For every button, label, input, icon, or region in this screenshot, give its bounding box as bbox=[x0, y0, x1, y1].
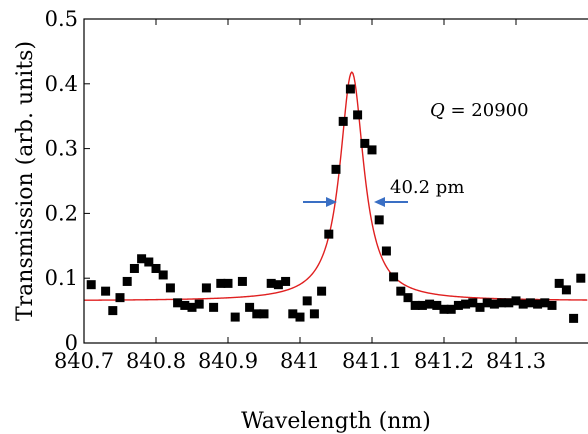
data-point bbox=[86, 280, 96, 290]
data-point bbox=[561, 285, 571, 295]
data-point bbox=[432, 300, 442, 310]
data-point bbox=[331, 164, 341, 174]
data-point bbox=[547, 300, 557, 310]
y-tick-label: 0.4 bbox=[45, 72, 78, 96]
data-point bbox=[194, 299, 204, 309]
data-point bbox=[273, 280, 283, 290]
data-point bbox=[525, 298, 535, 308]
x-axis-title: Wavelength (nm) bbox=[241, 409, 431, 434]
data-point bbox=[237, 276, 247, 286]
data-point bbox=[187, 302, 197, 312]
data-point bbox=[180, 300, 190, 310]
y-tick-label: 0.1 bbox=[45, 266, 78, 290]
data-point bbox=[396, 286, 406, 296]
data-point bbox=[489, 299, 499, 309]
data-point bbox=[453, 300, 463, 310]
data-point bbox=[101, 286, 111, 296]
data-point bbox=[518, 299, 528, 309]
plot-frame bbox=[83, 18, 588, 344]
data-point bbox=[360, 138, 370, 148]
data-point bbox=[129, 263, 139, 273]
data-point bbox=[230, 312, 240, 322]
y-tick-label: 0.3 bbox=[45, 137, 78, 161]
data-point bbox=[309, 309, 319, 319]
data-point bbox=[417, 300, 427, 310]
data-point bbox=[259, 309, 269, 319]
plot-area bbox=[84, 71, 588, 323]
data-point bbox=[266, 278, 276, 288]
data-point bbox=[173, 298, 183, 308]
data-point bbox=[439, 304, 449, 314]
data-point bbox=[353, 110, 363, 120]
data-point bbox=[446, 304, 456, 314]
data-point bbox=[288, 309, 298, 319]
q-value: = 20900 bbox=[445, 100, 529, 121]
svg-text:Q = 20900: Q = 20900 bbox=[430, 100, 529, 121]
data-point bbox=[504, 298, 514, 308]
data-point bbox=[569, 313, 579, 323]
data-point bbox=[108, 306, 118, 316]
data-point bbox=[345, 84, 355, 94]
data-point bbox=[165, 283, 175, 293]
y-tick-label: 0.2 bbox=[45, 201, 78, 225]
axes bbox=[83, 18, 588, 344]
data-point bbox=[381, 246, 391, 256]
y-tick-label: 0 bbox=[65, 331, 78, 355]
data-point bbox=[576, 273, 586, 283]
data-point bbox=[324, 229, 334, 239]
ticks: 840.7 840.8 840.9 841 841.1 841.2 841.3 0 0.1 0.2… bbox=[45, 7, 546, 373]
x-tick-label: 840.7 bbox=[54, 349, 114, 373]
q-symbol: Q bbox=[430, 100, 445, 121]
x-tick-label: 841.2 bbox=[414, 349, 474, 373]
data-point bbox=[533, 299, 543, 309]
data-point bbox=[367, 145, 377, 155]
q-factor-annotation: Q = 20900 bbox=[430, 100, 529, 121]
x-tick-label: 841.1 bbox=[342, 349, 402, 373]
data-point bbox=[252, 309, 262, 319]
data-point bbox=[115, 293, 125, 303]
data-point bbox=[281, 276, 291, 286]
linewidth-annotation: 40.2 pm bbox=[303, 177, 464, 207]
data-point bbox=[122, 276, 132, 286]
data-point bbox=[475, 302, 485, 312]
linewidth-label: 40.2 pm bbox=[390, 177, 464, 198]
data-point bbox=[338, 116, 348, 126]
y-tick-label: 0.5 bbox=[45, 7, 78, 31]
data-point bbox=[201, 283, 211, 293]
data-point bbox=[511, 296, 521, 306]
data-point bbox=[554, 278, 564, 288]
x-tick-label: 841 bbox=[280, 349, 320, 373]
data-point bbox=[158, 270, 168, 280]
data-point bbox=[144, 257, 154, 267]
data-point bbox=[216, 278, 226, 288]
data-point bbox=[540, 298, 550, 308]
data-point bbox=[137, 254, 147, 264]
data-point bbox=[461, 299, 471, 309]
data-point bbox=[410, 300, 420, 310]
data-point bbox=[302, 296, 312, 306]
data-point bbox=[403, 293, 413, 303]
data-point bbox=[295, 312, 305, 322]
data-point bbox=[468, 298, 478, 308]
data-point bbox=[374, 215, 384, 225]
x-tick-label: 840.9 bbox=[198, 349, 258, 373]
left-arrow-head bbox=[326, 197, 337, 207]
data-point bbox=[497, 298, 507, 308]
data-point bbox=[425, 299, 435, 309]
data-point bbox=[317, 286, 327, 296]
data-point bbox=[151, 263, 161, 273]
x-tick-label: 840.8 bbox=[126, 349, 186, 373]
right-arrow-head bbox=[374, 197, 385, 207]
data-point bbox=[223, 278, 233, 288]
data-point bbox=[209, 302, 219, 312]
y-axis-title: Transmission (arb. units) bbox=[13, 41, 38, 321]
data-point bbox=[389, 272, 399, 282]
data-point bbox=[245, 302, 255, 312]
data-point bbox=[482, 298, 492, 308]
x-tick-label: 841.3 bbox=[486, 349, 546, 373]
